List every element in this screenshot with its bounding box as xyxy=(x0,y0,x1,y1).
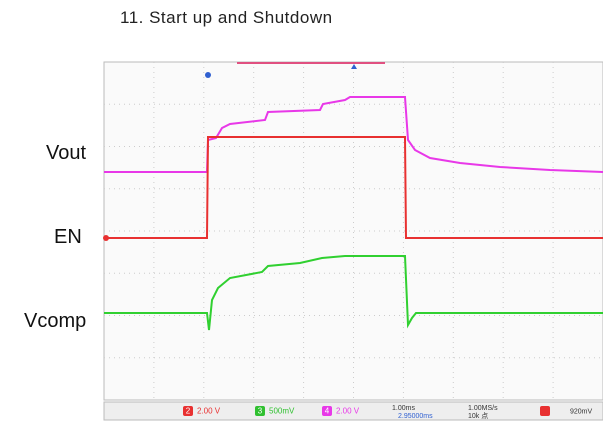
oscilloscope-screen: 2 2.00 V 3 500mV 4 2.00 V 1.00ms2.95000ms 1.00M… xyxy=(0,0,603,426)
timebase: 1.00ms xyxy=(392,405,415,412)
trigger-marker xyxy=(205,72,211,78)
channel-scale: 2.00 V xyxy=(336,407,360,416)
sample-rate: 1.00MS/s xyxy=(468,405,498,412)
channel-scale: 2.00 V xyxy=(197,407,221,416)
trigger-badge xyxy=(540,406,550,416)
record-points: 10k 点 xyxy=(468,412,488,420)
channel-number: 2 xyxy=(186,407,191,416)
trigger-level: 920mV xyxy=(570,408,593,415)
channel-number: 3 xyxy=(258,407,263,416)
channel-marker xyxy=(103,235,109,241)
channel-number: 4 xyxy=(325,407,330,416)
document-page: 11. Start up and Shutdown Vout EN Vcomp … xyxy=(0,0,603,426)
delay: 2.95000ms xyxy=(398,413,433,420)
channel-scale: 500mV xyxy=(269,407,295,416)
